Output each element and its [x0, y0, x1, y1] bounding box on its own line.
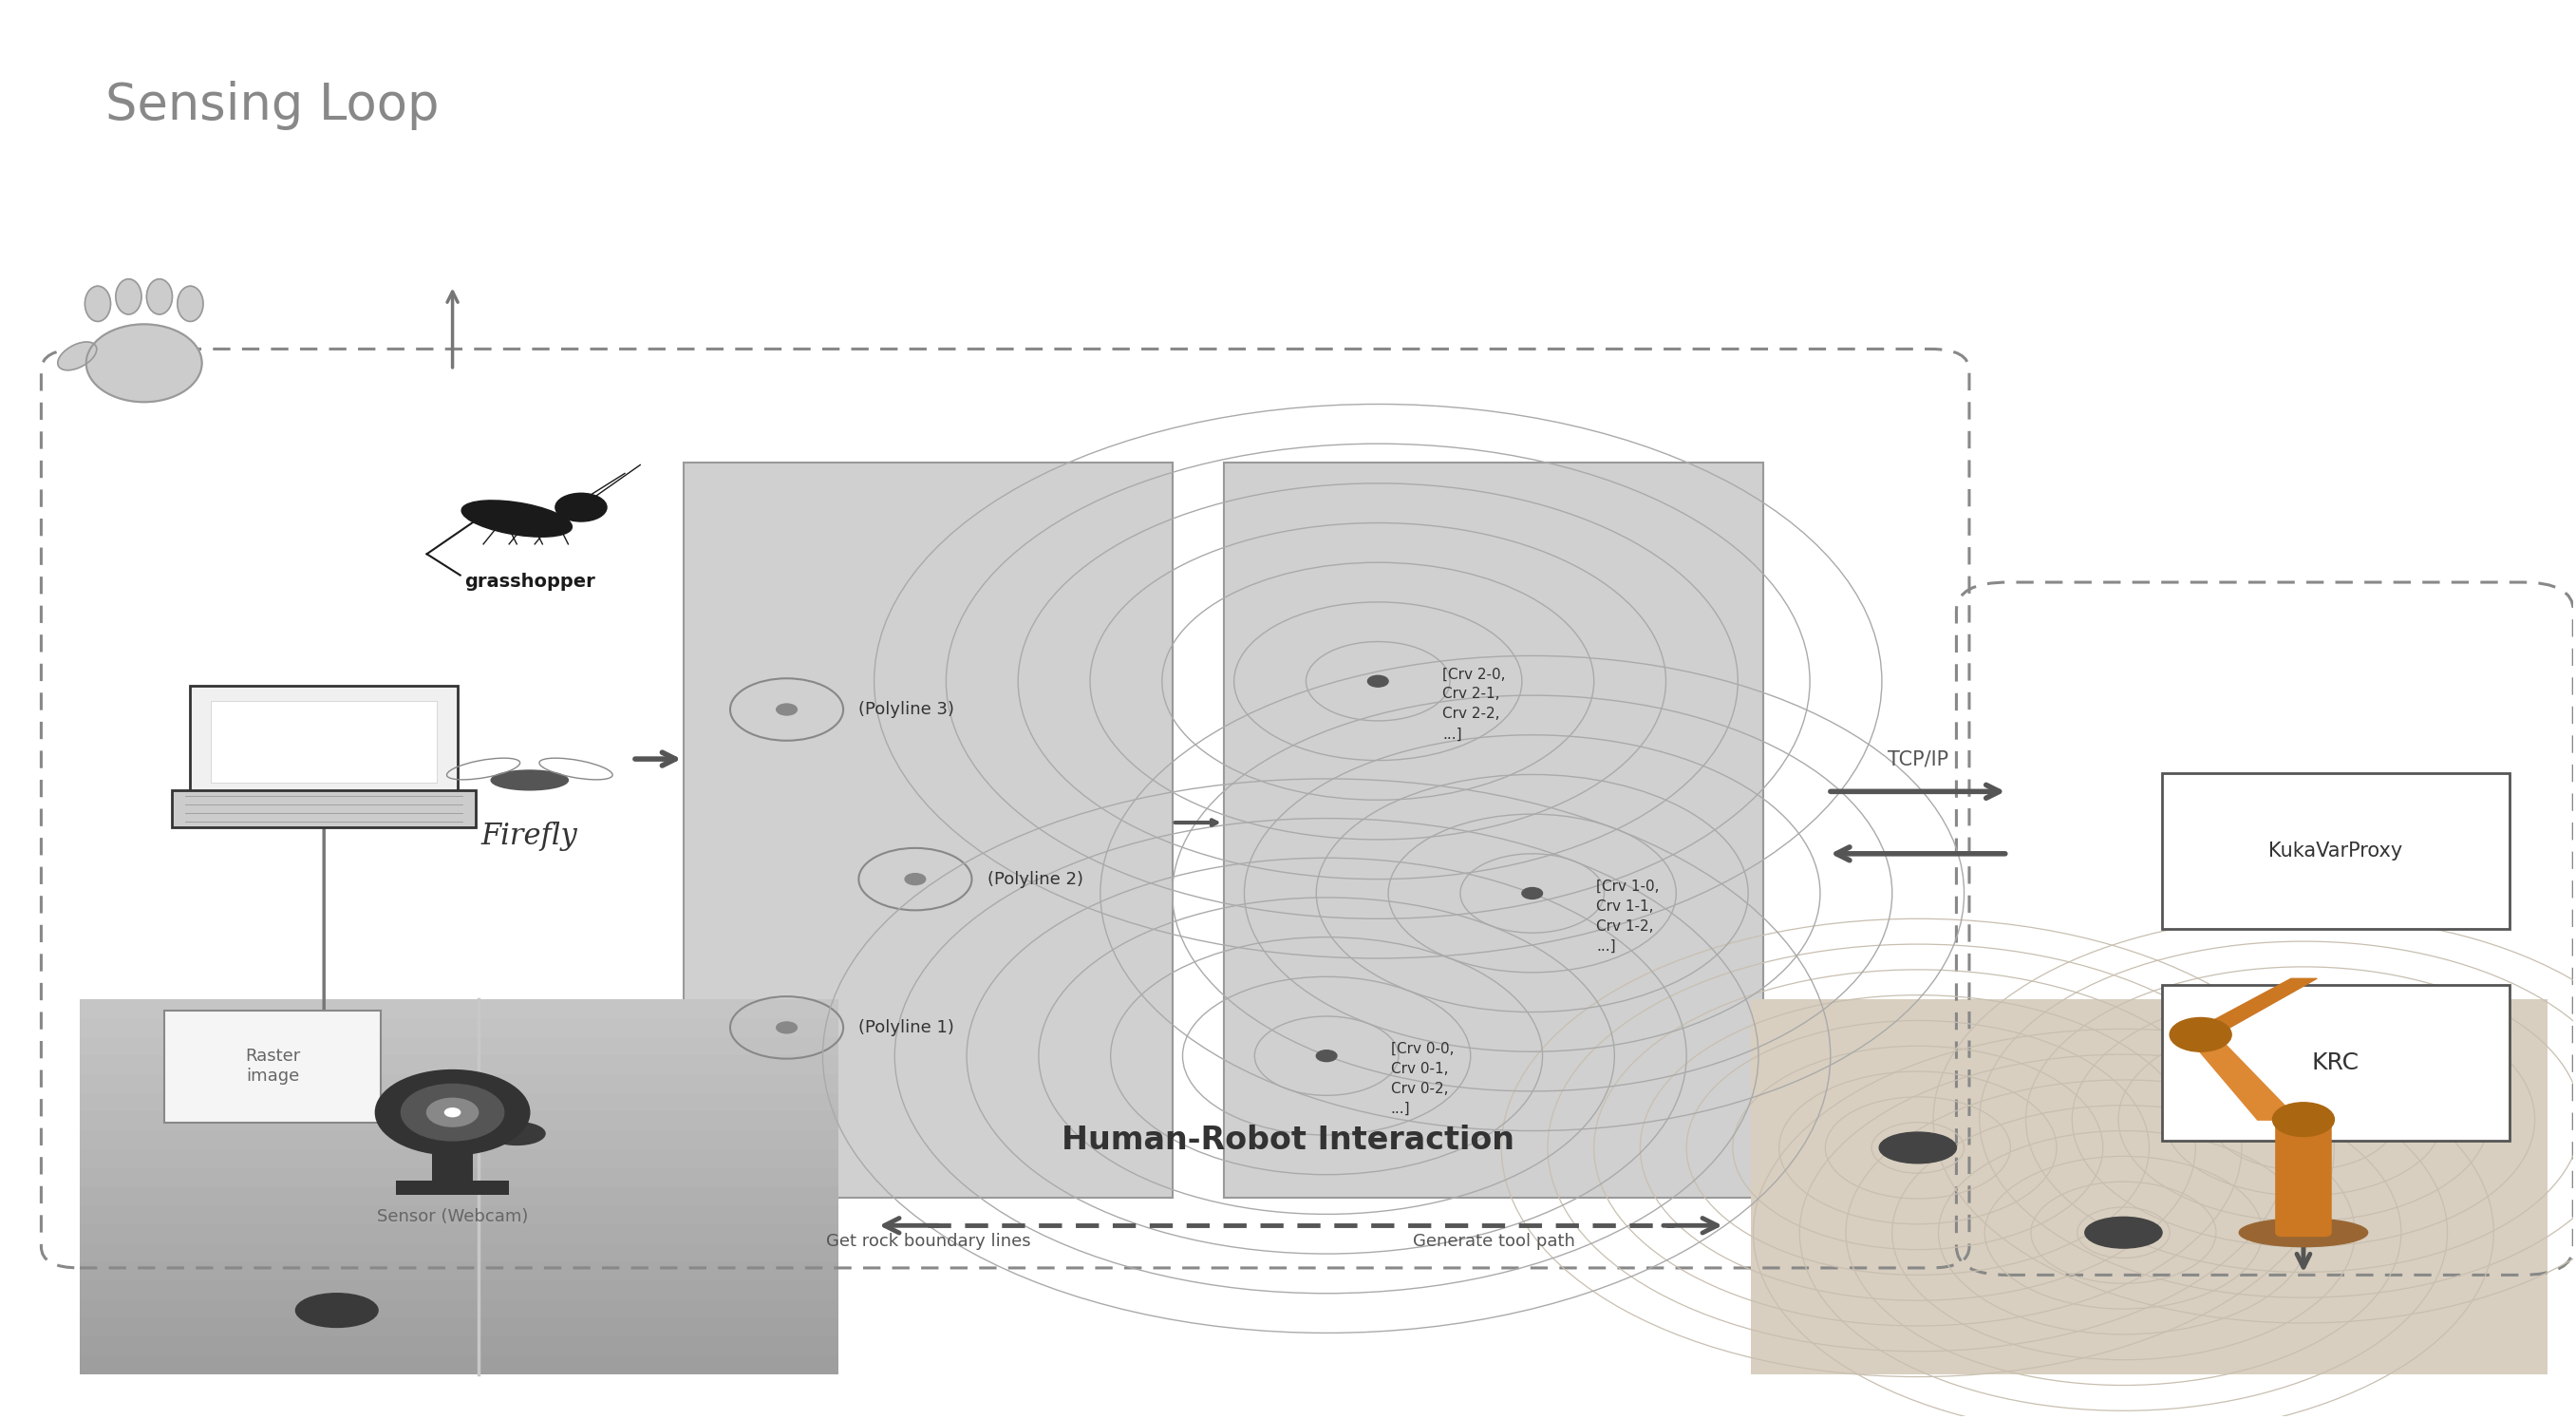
FancyBboxPatch shape: [80, 1131, 837, 1149]
FancyBboxPatch shape: [2161, 773, 2509, 928]
Ellipse shape: [2264, 1104, 2342, 1135]
Ellipse shape: [2084, 1218, 2161, 1249]
FancyBboxPatch shape: [2161, 985, 2509, 1141]
FancyBboxPatch shape: [211, 701, 438, 783]
FancyBboxPatch shape: [165, 1010, 381, 1122]
Ellipse shape: [296, 1293, 379, 1327]
Ellipse shape: [116, 280, 142, 315]
FancyBboxPatch shape: [80, 999, 837, 1374]
FancyBboxPatch shape: [80, 1074, 837, 1093]
Text: grasshopper: grasshopper: [464, 572, 595, 590]
Ellipse shape: [57, 342, 98, 370]
Ellipse shape: [85, 325, 201, 402]
FancyBboxPatch shape: [683, 463, 1172, 1198]
Ellipse shape: [489, 1122, 546, 1145]
FancyBboxPatch shape: [433, 1151, 474, 1186]
Text: Sensing Loop: Sensing Loop: [106, 81, 440, 129]
Text: Human-Robot Interaction: Human-Robot Interaction: [1061, 1125, 1515, 1156]
FancyBboxPatch shape: [80, 999, 837, 1017]
FancyBboxPatch shape: [80, 1037, 837, 1056]
FancyBboxPatch shape: [397, 1181, 510, 1195]
FancyBboxPatch shape: [80, 1261, 837, 1280]
FancyBboxPatch shape: [80, 1017, 837, 1037]
Text: KukaVarProxy: KukaVarProxy: [2269, 841, 2403, 860]
Text: (Polyline 3): (Polyline 3): [858, 701, 956, 718]
Ellipse shape: [147, 280, 173, 315]
Circle shape: [376, 1070, 531, 1155]
FancyBboxPatch shape: [2275, 1115, 2331, 1237]
Ellipse shape: [461, 501, 572, 536]
Ellipse shape: [1880, 1132, 1955, 1164]
FancyBboxPatch shape: [80, 1111, 837, 1131]
Ellipse shape: [85, 287, 111, 322]
Ellipse shape: [492, 771, 569, 790]
Circle shape: [775, 1022, 796, 1033]
Ellipse shape: [2239, 1219, 2367, 1247]
Ellipse shape: [204, 1093, 265, 1118]
FancyBboxPatch shape: [1224, 463, 1765, 1198]
FancyBboxPatch shape: [173, 790, 477, 827]
Text: Sensor (Webcam): Sensor (Webcam): [376, 1209, 528, 1226]
Circle shape: [2272, 1103, 2334, 1137]
Circle shape: [428, 1098, 479, 1127]
FancyBboxPatch shape: [80, 1149, 837, 1168]
Circle shape: [446, 1108, 461, 1117]
FancyBboxPatch shape: [80, 1093, 837, 1111]
FancyBboxPatch shape: [80, 1337, 837, 1355]
Circle shape: [904, 874, 925, 885]
Circle shape: [1522, 888, 1543, 900]
Text: (Polyline 1): (Polyline 1): [858, 1019, 956, 1036]
FancyBboxPatch shape: [80, 1186, 837, 1205]
FancyBboxPatch shape: [80, 1355, 837, 1374]
Text: Firefly: Firefly: [482, 822, 577, 851]
Circle shape: [2169, 1017, 2231, 1051]
FancyBboxPatch shape: [1752, 999, 2548, 1374]
FancyBboxPatch shape: [80, 1205, 837, 1225]
Text: Generate tool path: Generate tool path: [1412, 1233, 1574, 1250]
FancyBboxPatch shape: [191, 685, 459, 797]
Text: (Polyline 2): (Polyline 2): [987, 871, 1082, 888]
Circle shape: [1316, 1050, 1337, 1061]
FancyBboxPatch shape: [80, 1280, 837, 1298]
Ellipse shape: [178, 287, 204, 322]
Circle shape: [402, 1084, 505, 1141]
FancyBboxPatch shape: [80, 1225, 837, 1243]
Text: Raster
image: Raster image: [245, 1049, 301, 1086]
Text: KRC: KRC: [2311, 1051, 2360, 1074]
Circle shape: [775, 704, 796, 715]
Text: [Crv 1-0,
Crv 1-1,
Crv 1-2,
...]: [Crv 1-0, Crv 1-1, Crv 1-2, ...]: [1597, 880, 1659, 954]
Text: [Crv 0-0,
Crv 0-1,
Crv 0-2,
...]: [Crv 0-0, Crv 0-1, Crv 0-2, ...]: [1391, 1042, 1453, 1115]
Circle shape: [556, 494, 608, 521]
Text: TCP/IP: TCP/IP: [1888, 749, 1947, 769]
Circle shape: [1368, 675, 1388, 687]
FancyBboxPatch shape: [80, 1056, 837, 1074]
FancyBboxPatch shape: [80, 1318, 837, 1337]
FancyBboxPatch shape: [80, 1168, 837, 1186]
FancyBboxPatch shape: [80, 1243, 837, 1261]
Text: [Crv 2-0,
Crv 2-1,
Crv 2-2,
...]: [Crv 2-0, Crv 2-1, Crv 2-2, ...]: [1443, 667, 1504, 741]
Text: Get rock boundary lines: Get rock boundary lines: [827, 1233, 1030, 1250]
FancyBboxPatch shape: [80, 1298, 837, 1318]
